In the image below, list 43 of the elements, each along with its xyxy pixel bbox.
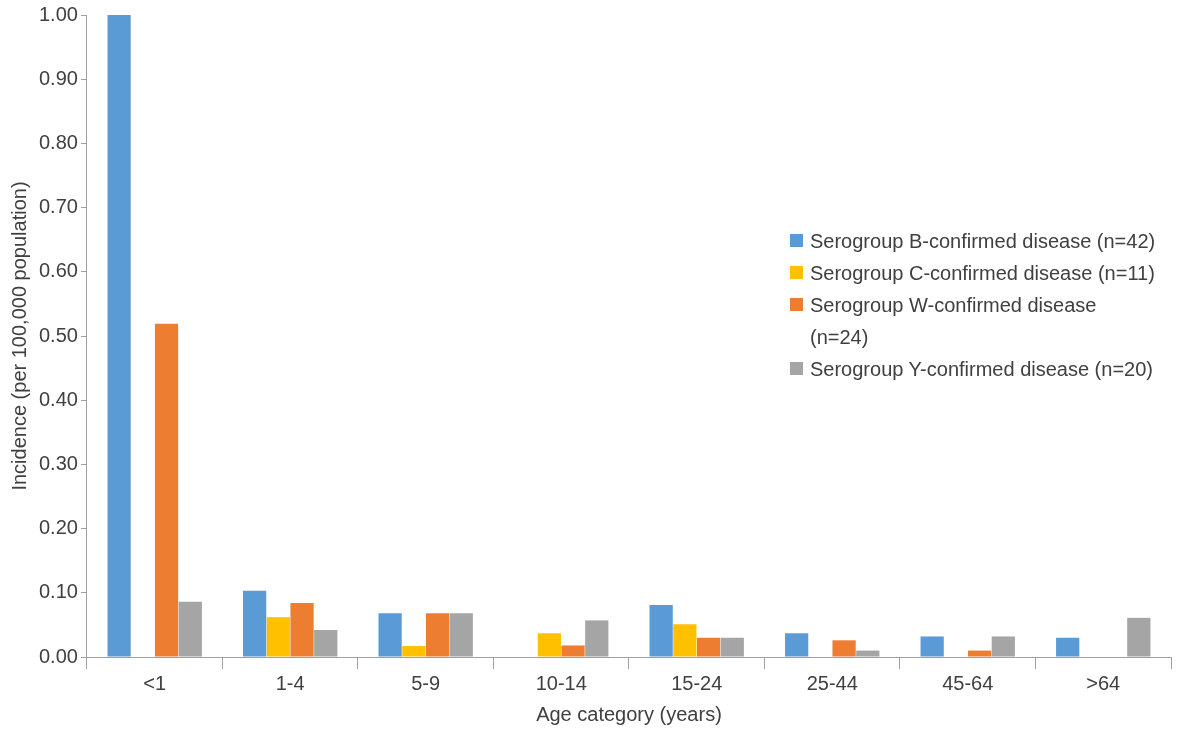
x-tick-label: 1-4 [275,671,305,694]
x-tick-label: 5-9 [411,671,441,694]
y-tick-label: 0.10 [38,580,78,603]
bar [425,613,450,657]
bar [561,645,585,657]
y-tick-label: 0.80 [38,130,78,153]
y-tick-label: 0.30 [38,451,78,474]
bar [920,636,944,657]
legend-label: Serogroup W-confirmed disease (n=24) [810,293,1098,350]
x-axis-title: Age category (years) [536,702,722,725]
legend-label: Serogroup B-confirmed disease (n=42) [810,229,1157,254]
bar [696,637,721,657]
bar [785,633,809,657]
bar [832,640,856,657]
bar [266,617,290,657]
bar [649,605,673,657]
y-tick-label: 0.50 [38,323,78,346]
bar [107,15,131,657]
y-tick-label: 0.70 [38,195,78,218]
bar [243,590,267,657]
y-tick-label: 0.60 [38,259,78,282]
bar [537,633,561,657]
x-tick-label: 10-14 [535,671,587,694]
bar [1056,637,1080,657]
y-tick-label: 0.90 [38,66,78,89]
y-axis-title: Incidence (per 100,000 population) [7,181,30,491]
bar [967,650,992,657]
x-tick-label: 45-64 [942,671,994,694]
x-tick-label: 15-24 [671,671,723,694]
x-tick-label: <1 [143,671,167,694]
y-tick-label: 1.00 [38,2,78,25]
x-tick-label: >64 [1086,671,1121,694]
bar [402,646,426,657]
y-tick-label: 0.40 [38,387,78,410]
legend-label: Serogroup Y-confirmed disease (n=20) [810,357,1154,382]
bar [290,603,314,657]
bar [378,613,402,657]
bar [154,323,179,657]
y-tick-label: 0.00 [38,644,78,667]
y-tick-label: 0.20 [38,516,78,539]
legend-label: Serogroup C-confirmed disease (n=11) [810,261,1156,286]
bar [673,624,697,657]
x-tick-label: 25-44 [806,671,858,694]
